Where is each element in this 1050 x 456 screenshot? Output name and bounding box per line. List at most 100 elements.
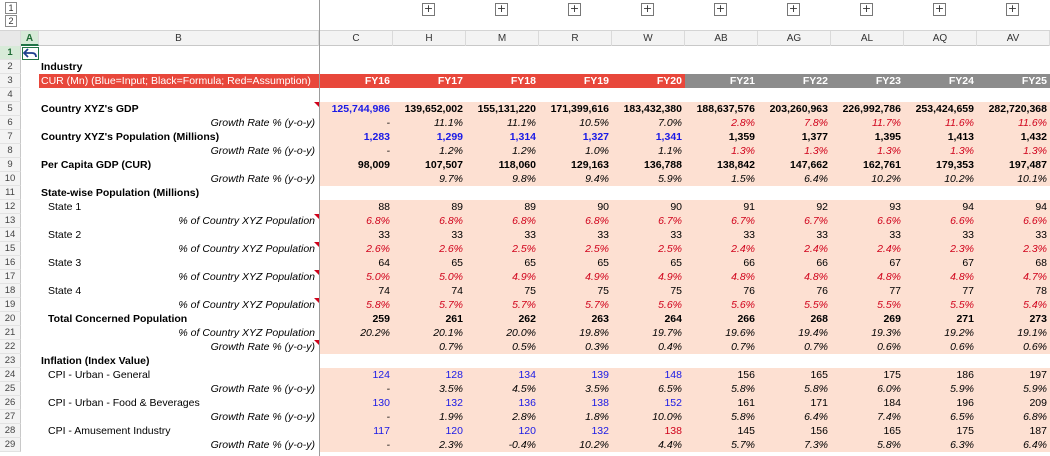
value-cell[interactable]: 10.0% [612, 410, 685, 424]
value-cell[interactable]: 89 [466, 200, 539, 214]
row-label[interactable]: CPI - Amusement Industry [48, 425, 171, 437]
cell-a[interactable] [21, 354, 39, 368]
row-label[interactable]: Growth Rate % (y-o-y) [210, 411, 315, 423]
row-label[interactable]: Per Capita GDP (CUR) [41, 159, 152, 171]
year-header-cell[interactable]: FY24 [904, 74, 977, 88]
value-cell[interactable] [539, 354, 612, 368]
row-header[interactable]: 11 [0, 186, 21, 200]
value-cell[interactable]: 66 [685, 256, 758, 270]
value-cell[interactable]: 5.0% [320, 270, 393, 284]
cell-a[interactable] [21, 312, 39, 326]
row-header[interactable]: 29 [0, 438, 21, 452]
value-cell[interactable]: 2.3% [393, 438, 466, 452]
value-cell[interactable] [466, 60, 539, 74]
value-cell[interactable]: 187 [977, 424, 1050, 438]
value-cell[interactable]: 264 [612, 312, 685, 326]
value-cell[interactable] [612, 60, 685, 74]
value-cell[interactable]: 2.5% [539, 242, 612, 256]
value-cell[interactable]: 6.7% [612, 214, 685, 228]
value-cell[interactable]: 76 [685, 284, 758, 298]
cell-a[interactable] [21, 172, 39, 186]
value-cell[interactable]: 155,131,220 [466, 102, 539, 116]
comment-indicator-icon[interactable] [314, 214, 319, 219]
cell-a[interactable] [21, 228, 39, 242]
column-header-r[interactable]: R [539, 31, 612, 46]
value-cell[interactable]: 5.8% [320, 298, 393, 312]
value-cell[interactable]: 1.3% [977, 144, 1050, 158]
value-cell[interactable]: 188,637,576 [685, 102, 758, 116]
row-label[interactable]: % of Country XYZ Population [178, 299, 315, 311]
comment-indicator-icon[interactable] [314, 340, 319, 345]
cell-a[interactable] [21, 284, 39, 298]
column-header-ab[interactable]: AB [685, 31, 758, 46]
value-cell[interactable]: 4.5% [466, 382, 539, 396]
value-cell[interactable]: 145 [685, 424, 758, 438]
cell-a[interactable] [21, 88, 39, 102]
value-cell[interactable]: 5.7% [393, 298, 466, 312]
value-cell[interactable]: 68 [977, 256, 1050, 270]
row-header[interactable]: 12 [0, 200, 21, 214]
cell-a[interactable] [21, 60, 39, 74]
value-cell[interactable] [977, 46, 1050, 60]
value-cell[interactable]: 269 [831, 312, 904, 326]
value-cell[interactable] [904, 60, 977, 74]
value-cell[interactable]: 5.9% [977, 382, 1050, 396]
value-cell[interactable] [612, 46, 685, 60]
row-header[interactable]: 23 [0, 354, 21, 368]
value-cell[interactable]: -0.4% [466, 438, 539, 452]
column-header-c[interactable]: C [320, 31, 393, 46]
value-cell[interactable]: 4.7% [977, 270, 1050, 284]
cell-a[interactable] [21, 158, 39, 172]
value-cell[interactable]: 88 [320, 200, 393, 214]
value-cell[interactable]: 171,399,616 [539, 102, 612, 116]
value-cell[interactable]: 1.3% [904, 144, 977, 158]
value-cell[interactable]: 19.6% [685, 326, 758, 340]
cell-a[interactable] [21, 214, 39, 228]
value-cell[interactable]: 261 [393, 312, 466, 326]
value-cell[interactable]: 6.8% [320, 214, 393, 228]
value-cell[interactable]: 4.8% [685, 270, 758, 284]
value-cell[interactable]: 7.4% [831, 410, 904, 424]
row-label[interactable]: Country XYZ's GDP [41, 103, 139, 115]
value-cell[interactable]: 65 [393, 256, 466, 270]
column-header-b[interactable]: B [39, 31, 319, 46]
expand-group-aq-icon[interactable]: + [933, 2, 946, 16]
value-cell[interactable]: 134 [466, 368, 539, 382]
value-cell[interactable]: 75 [539, 284, 612, 298]
cell-a[interactable] [21, 424, 39, 438]
value-cell[interactable]: 67 [831, 256, 904, 270]
row-label[interactable]: CUR (Mn) (Blue=Input; Black=Formula; Red… [39, 74, 319, 88]
row-header[interactable]: 25 [0, 382, 21, 396]
expand-group-al-icon[interactable]: + [860, 2, 873, 16]
row-header[interactable]: 20 [0, 312, 21, 326]
row-header[interactable]: 24 [0, 368, 21, 382]
value-cell[interactable]: 2.5% [612, 242, 685, 256]
value-cell[interactable]: 179,353 [904, 158, 977, 172]
value-cell[interactable]: 1,413 [904, 130, 977, 144]
year-header-cell[interactable]: FY21 [685, 74, 758, 88]
value-cell[interactable]: 5.8% [758, 382, 831, 396]
value-cell[interactable]: 0.3% [539, 340, 612, 354]
value-cell[interactable]: 196 [904, 396, 977, 410]
value-cell[interactable] [904, 186, 977, 200]
value-cell[interactable]: 77 [831, 284, 904, 298]
value-cell[interactable]: 1,432 [977, 130, 1050, 144]
value-cell[interactable]: 197 [977, 368, 1050, 382]
value-cell[interactable]: 152 [612, 396, 685, 410]
value-cell[interactable] [758, 186, 831, 200]
value-cell[interactable]: 77 [904, 284, 977, 298]
row-label[interactable]: CPI - Urban - Food & Beverages [48, 397, 200, 409]
value-cell[interactable]: 11.6% [904, 116, 977, 130]
value-cell[interactable]: 156 [685, 368, 758, 382]
value-cell[interactable]: 11.1% [393, 116, 466, 130]
value-cell[interactable]: 65 [466, 256, 539, 270]
value-cell[interactable]: 90 [612, 200, 685, 214]
row-label[interactable]: State 3 [48, 257, 82, 269]
value-cell[interactable]: 161 [685, 396, 758, 410]
value-cell[interactable]: 1.1% [612, 144, 685, 158]
value-cell[interactable]: - [320, 144, 393, 158]
value-cell[interactable]: 1,314 [466, 130, 539, 144]
value-cell[interactable]: 1.5% [685, 172, 758, 186]
value-cell[interactable] [320, 354, 393, 368]
value-cell[interactable]: 89 [393, 200, 466, 214]
